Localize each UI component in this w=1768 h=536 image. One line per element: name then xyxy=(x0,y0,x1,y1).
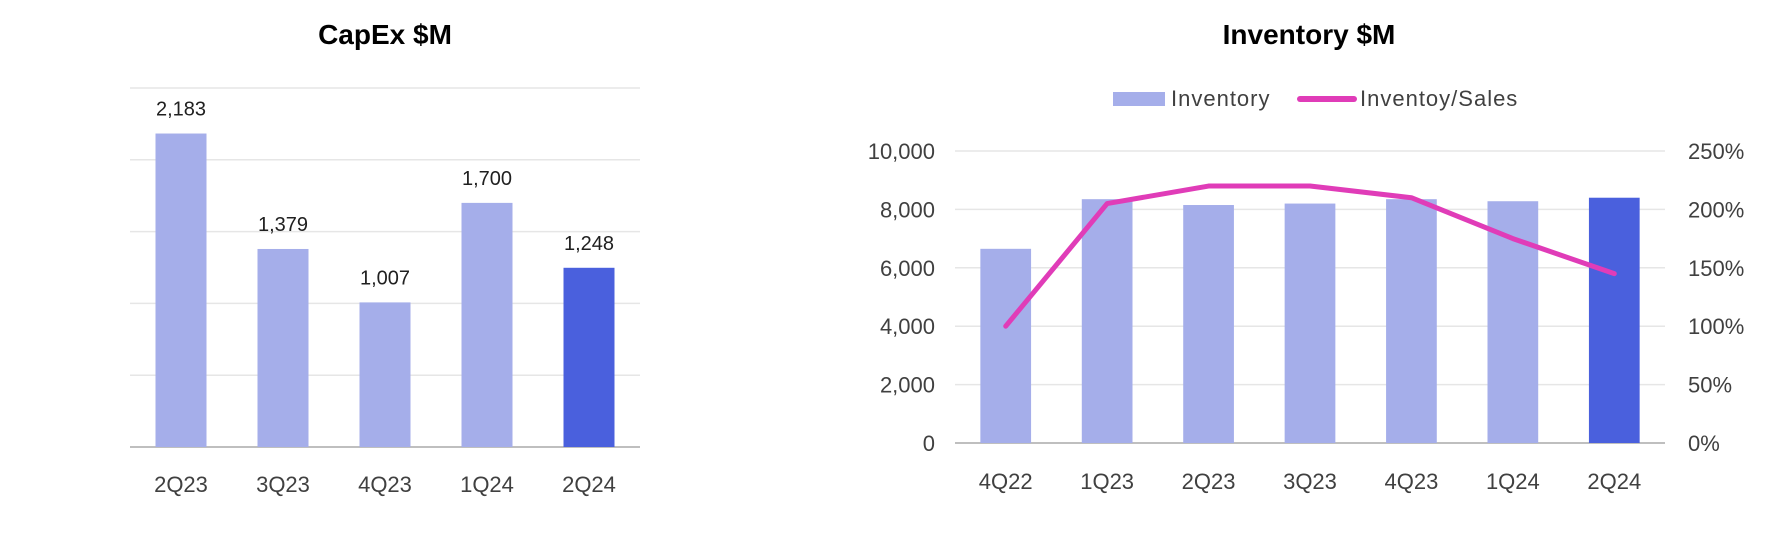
inventory-bar-3Q23 xyxy=(1284,203,1336,443)
inventory-right-axis-ticks: 0% 50% 100% 150% 200% 250% xyxy=(1688,139,1744,456)
inventory-bar-2Q23 xyxy=(1183,205,1234,443)
inventory-right-tick-label: 150% xyxy=(1688,256,1744,281)
inventory-x-tick-label: 1Q24 xyxy=(1486,469,1540,494)
capex-bar-2Q24 xyxy=(563,267,615,447)
capex-x-tick-label: 4Q23 xyxy=(358,472,412,497)
legend-swatch-inventory xyxy=(1113,92,1165,106)
inventory-ratio-line xyxy=(1003,183,1617,329)
inventory-bar-1Q23 xyxy=(1081,199,1133,443)
capex-x-tick-label: 1Q24 xyxy=(460,472,514,497)
inventory-bars xyxy=(980,197,1640,443)
legend-label-inventory: Inventory xyxy=(1171,86,1271,111)
inventory-bar-4Q23 xyxy=(1386,199,1437,443)
capex-x-tick-label: 2Q23 xyxy=(154,472,208,497)
capex-bars xyxy=(155,133,615,448)
inventory-x-tick-label: 4Q22 xyxy=(979,469,1033,494)
inventory-bar-1Q24 xyxy=(1487,201,1539,443)
inventory-left-tick-label: 0 xyxy=(923,431,935,456)
inventory-x-tick-label: 2Q23 xyxy=(1182,469,1236,494)
capex-bar-1Q24 xyxy=(461,202,513,447)
capex-data-label: 1,007 xyxy=(360,267,410,289)
inventory-left-tick-label: 6,000 xyxy=(880,256,935,281)
legend-label-ratio: Inventoy/Sales xyxy=(1360,86,1518,111)
inventory-x-tick-label: 4Q23 xyxy=(1385,469,1439,494)
inventory-x-tick-label: 3Q23 xyxy=(1283,469,1337,494)
inventory-chart-title: Inventory $M xyxy=(1223,19,1396,50)
inventory-right-tick-label: 250% xyxy=(1688,139,1744,164)
capex-chart-title: CapEx $M xyxy=(318,19,452,50)
capex-data-label: 1,700 xyxy=(462,168,512,190)
inventory-right-tick-label: 100% xyxy=(1688,314,1744,339)
inventory-x-tick-label: 1Q23 xyxy=(1080,469,1134,494)
inventory-legend: Inventory Inventoy/Sales xyxy=(1113,86,1518,111)
inventory-left-tick-label: 10,000 xyxy=(868,139,935,164)
inventory-bar-4Q22 xyxy=(980,248,1032,443)
inventory-right-tick-label: 50% xyxy=(1688,373,1732,398)
capex-data-label: 2,183 xyxy=(156,99,206,121)
capex-data-label: 1,379 xyxy=(258,214,308,236)
capex-bar-3Q23 xyxy=(257,248,309,447)
inventory-left-tick-label: 2,000 xyxy=(880,373,935,398)
inventory-right-tick-label: 0% xyxy=(1688,431,1720,456)
inventory-x-tick-label: 2Q24 xyxy=(1587,469,1641,494)
capex-x-tick-label: 2Q24 xyxy=(562,472,616,497)
inventory-left-axis-ticks: 0 2,000 4,000 6,000 8,000 10,000 xyxy=(868,139,935,456)
inventory-left-tick-label: 8,000 xyxy=(880,197,935,222)
capex-data-labels: 2,183 1,379 1,007 1,700 1,248 xyxy=(156,99,614,290)
capex-bar-4Q23 xyxy=(359,302,411,447)
capex-x-tick-label: 3Q23 xyxy=(256,472,310,497)
inventory-left-tick-label: 4,000 xyxy=(880,314,935,339)
inventory-bar-2Q24 xyxy=(1588,197,1640,443)
inventory-right-tick-label: 200% xyxy=(1688,197,1744,222)
inventory-x-axis-ticks: 4Q22 1Q23 2Q23 3Q23 4Q23 1Q24 2Q24 xyxy=(979,469,1641,494)
capex-x-axis-ticks: 2Q23 3Q23 4Q23 1Q24 2Q24 xyxy=(154,472,616,497)
inventory-sales-ratio-line xyxy=(1003,183,1617,329)
capex-data-label: 1,248 xyxy=(564,233,614,255)
capex-bar-2Q23 xyxy=(155,133,207,448)
